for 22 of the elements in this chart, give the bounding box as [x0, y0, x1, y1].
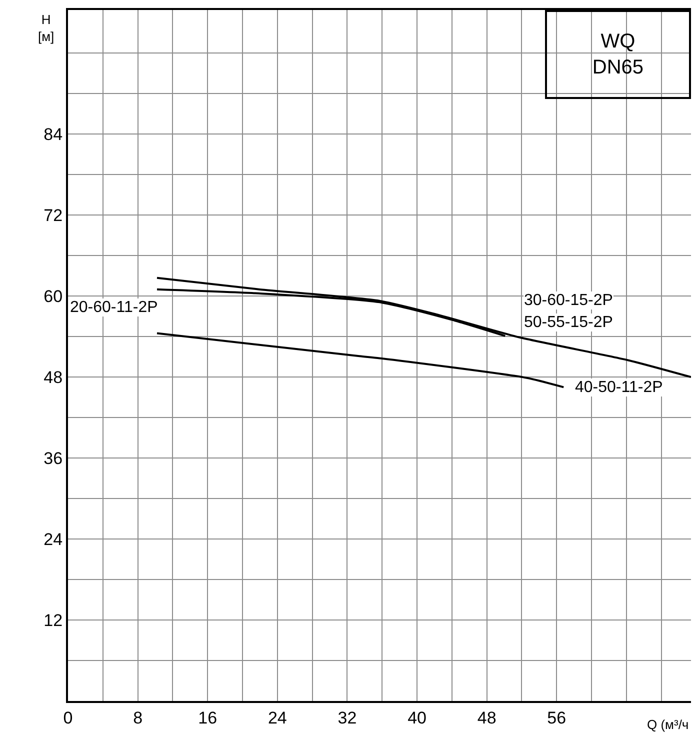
x-tick-label: 32 — [338, 708, 357, 728]
y-tick-label: 72 — [44, 206, 63, 226]
x-tick-label: 24 — [268, 708, 287, 728]
x-tick-label: 0 — [63, 708, 73, 728]
x-tick-label: 40 — [408, 708, 426, 728]
x-tick-label: 56 — [547, 708, 566, 728]
y-tick-label: 48 — [44, 368, 63, 388]
text: WQ DN65 — [592, 30, 644, 78]
x-tick-label: 48 — [477, 708, 496, 728]
x-tick-label: 8 — [133, 708, 143, 728]
x-axis-title: Q (м³/ч — [647, 717, 689, 732]
y-tick-label: 60 — [44, 287, 63, 306]
annotation: 50-55-15-2P — [524, 314, 613, 331]
annotation: 30-60-15-2P — [524, 292, 613, 309]
annotation: 40-50-11-2P — [575, 379, 663, 396]
y-tick-label: 24 — [44, 530, 63, 549]
y-tick-label: 36 — [44, 449, 63, 468]
y-tick-label: 84 — [44, 125, 63, 144]
x-tick-label: 16 — [198, 708, 218, 728]
y-tick-label: 12 — [44, 610, 63, 630]
annotation: 20-60-11-2P — [70, 299, 158, 316]
y-axis-title: H [м] — [38, 12, 54, 44]
